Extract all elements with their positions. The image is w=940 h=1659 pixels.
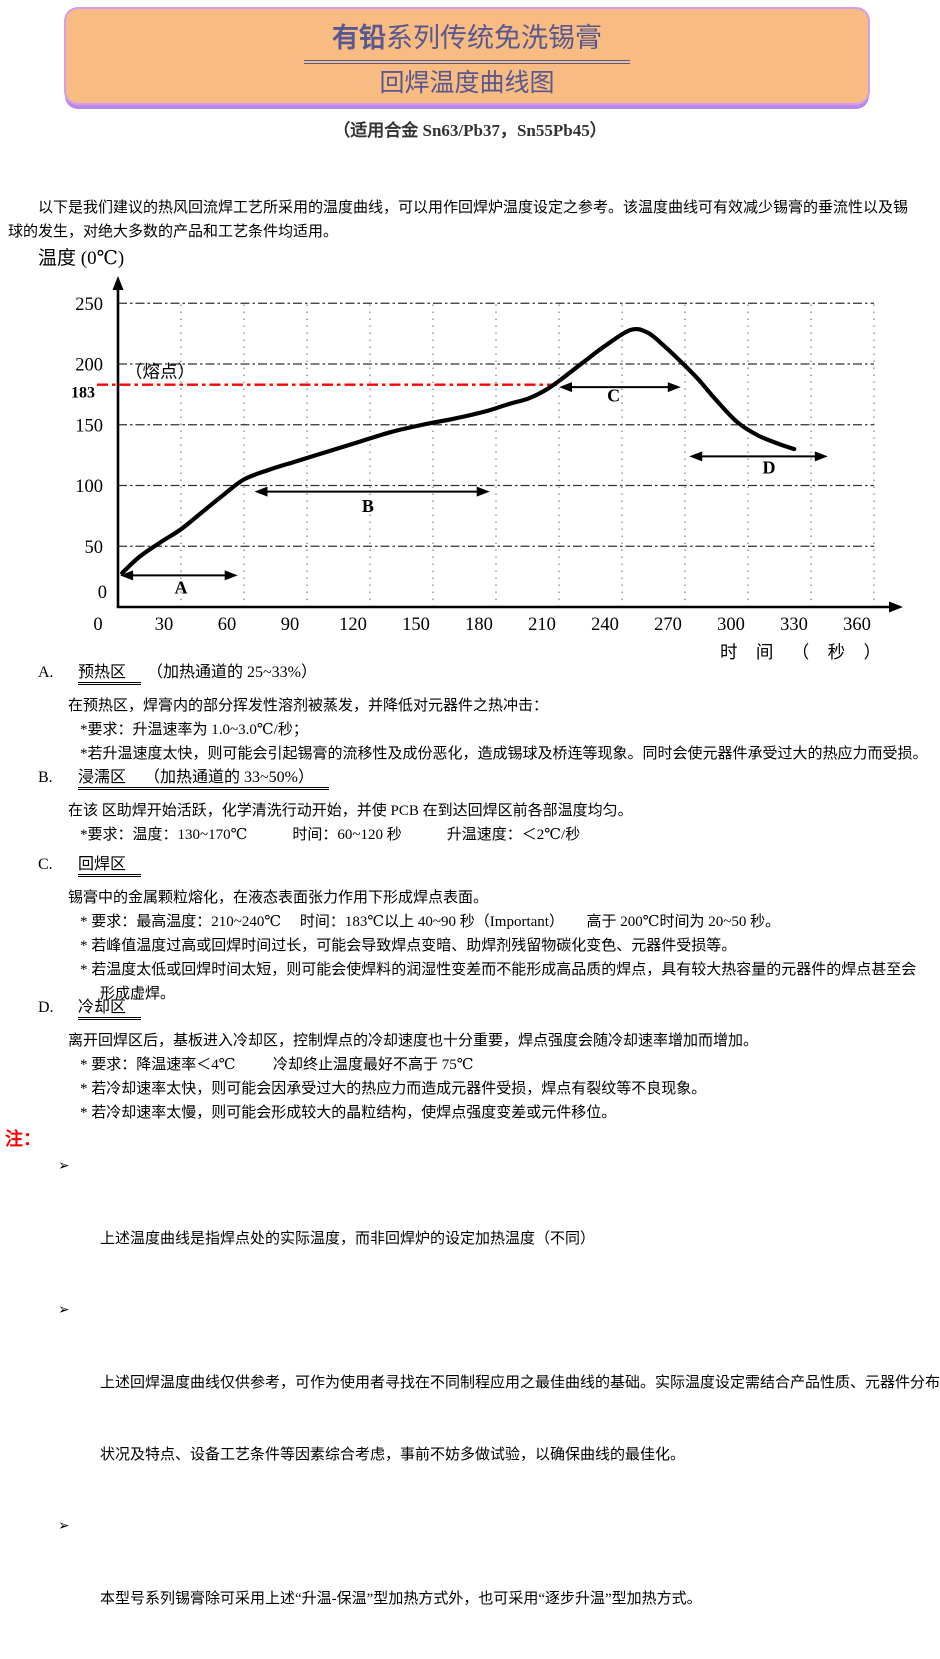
zone-arrowhead-icon xyxy=(254,486,268,497)
page-title-bold-part: 有铅 xyxy=(332,23,386,53)
header-banner: 有铅系列传统免洗锡膏 回焊温度曲线图 xyxy=(64,7,870,105)
zone-arrowhead-icon xyxy=(476,486,490,497)
melting-point-annotation: （熔点） xyxy=(125,362,195,382)
section-text-line: * 若冷却速率太快，则可能会因承受过大的热应力而造成元器件受损，焊点有裂纹等不良… xyxy=(80,1081,707,1097)
x-tick-label: 30 xyxy=(155,615,174,635)
note-text-line: 上述回焊温度曲线仅供参考，可作为使用者寻找在不同制程应用之最佳曲线的基础。实际温… xyxy=(100,1375,940,1391)
zone-arrowhead-icon xyxy=(559,382,572,393)
x-axis-arrow-icon xyxy=(889,601,903,613)
zone-name: 冷却区 xyxy=(78,999,142,1020)
section-text-line: * 若冷却速率太慢，则可能会形成较大的晶粒结构，使焊点强度变差或元件移位。 xyxy=(80,1105,617,1121)
page-title-line2: 回焊温度曲线图 xyxy=(379,70,555,97)
notes-block: 注： ➢ 上述温度曲线是指焊点处的实际温度，而非回焊炉的设定加热温度（不同） ➢… xyxy=(0,1127,940,1659)
x-tick-label: 60 xyxy=(218,615,237,635)
y-axis-title: 温度 (0℃) xyxy=(38,248,125,269)
y-tick-label: 100 xyxy=(75,477,103,497)
page-title-rest: 系列传统免洗锡膏 xyxy=(386,23,602,53)
section-letter: D. xyxy=(38,999,54,1016)
note-text-line: 状况及特点、设备工艺条件等因素综合考虑，事前不妨多做试验，以确保曲线的最佳化。 xyxy=(100,1447,686,1463)
x-axis-title: 时 间 （ 秒 ） xyxy=(720,642,888,662)
page-title-underline: 有铅系列传统免洗锡膏 xyxy=(304,17,630,64)
zone-name-text: 浸濡区 xyxy=(78,769,127,786)
section-text-line: *若升温速度太快，则可能会引起锡膏的流移性及成份恶化，造成锡球及桥连等现象。同时… xyxy=(80,746,928,762)
zone-name: 回焊区 xyxy=(78,856,142,877)
section-letter: A. xyxy=(38,664,54,681)
section-text-line: 离开回焊区后，基板进入冷却区，控制焊点的冷却速度也十分重要，焊点强度会随冷却速率… xyxy=(68,1033,759,1049)
x-tick-label: 270 xyxy=(654,615,682,635)
zone-label: B xyxy=(362,496,374,516)
x-tick-label: 0 xyxy=(93,615,102,635)
zone-name: 预热区 xyxy=(78,664,142,685)
y-tick-label: 200 xyxy=(75,356,103,376)
section-text-line: 在该 区助焊开始活跃，化学清洗行动开始，并使 PCB 在到达回焊区前各部温度均匀… xyxy=(68,803,633,819)
zone-label: D xyxy=(763,457,776,477)
x-tick-label: 150 xyxy=(402,615,430,635)
zone-descriptions: A. 预热区 （加热通道的 25~33%） 在预热区，焊膏内的部分挥发性溶剂被蒸发，… xyxy=(0,661,940,1659)
x-tick-label: 330 xyxy=(780,615,808,635)
y-tick-label: 150 xyxy=(75,416,103,436)
section-preheat: A. 预热区 （加热通道的 25~33%） 在预热区，焊膏内的部分挥发性溶剂被蒸发，… xyxy=(0,661,940,766)
intro-line: 以下是我们建议的热风回流焊工艺所采用的温度曲线，可以用作回焊炉温度设定之参考。该… xyxy=(38,200,909,216)
note-item: ➢ 本型号系列锡膏除可采用上述“升温-保温”型加热方式外，也可采用“逐步升温”型… xyxy=(0,1515,940,1659)
y-tick-label: 0 xyxy=(98,583,107,603)
section-text-line: 在预热区，焊膏内的部分挥发性溶剂被蒸发，并降低对元器件之热冲击： xyxy=(68,698,549,714)
section-text-line: * 若峰值温度过高或回焊时间过长，可能会导致焊点变暗、助焊剂残留物碳化变色、元器… xyxy=(80,938,737,954)
y-tick-label: 50 xyxy=(85,538,104,558)
section-heading: D. 冷却区 xyxy=(38,996,940,1020)
section-text-line: *要求：温度：130~170℃ 时间：60~120 秒 升温速度：＜2℃/秒 xyxy=(80,827,581,843)
x-tick-label: 120 xyxy=(339,615,367,635)
zone-label: C xyxy=(607,386,620,406)
zone-arrowhead-icon xyxy=(667,382,681,393)
melting-point-value: 183 xyxy=(71,385,95,402)
section-text-line: *要求：升温速率为 1.0~3.0℃/秒； xyxy=(80,722,308,738)
zone-label: A xyxy=(175,578,188,598)
zone-name: 浸濡区 （加热通道的 33~50%） xyxy=(78,769,330,790)
zone-suffix: （加热通道的 25~33%） xyxy=(147,664,318,681)
reflow-temperature-chart: 183 （熔点） A B C D 0 50 100 150 200 250 0 30 60 90 120 150 1… xyxy=(71,276,903,662)
page-title-line1: 有铅系列传统免洗锡膏 xyxy=(66,17,868,64)
bullet-arrow-icon: ➢ xyxy=(58,1159,70,1174)
section-soak: B. 浸濡区 （加热通道的 33~50%） 在该 区助焊开始活跃，化学清洗行动开始，… xyxy=(0,766,940,847)
bullet-arrow-icon: ➢ xyxy=(58,1303,70,1318)
x-tick-label: 90 xyxy=(281,615,300,635)
x-tick-label: 240 xyxy=(591,615,619,635)
x-tick-label: 180 xyxy=(465,615,493,635)
zone-arrowhead-icon xyxy=(224,570,238,581)
note-item: ➢ 上述回焊温度曲线仅供参考，可作为使用者寻找在不同制程应用之最佳曲线的基础。实… xyxy=(0,1299,940,1515)
intro-paragraph: 以下是我们建议的热风回流焊工艺所采用的温度曲线，可以用作回焊炉温度设定之参考。该… xyxy=(8,196,934,244)
notes-label: 注： xyxy=(5,1129,41,1149)
section-letter: C. xyxy=(38,856,53,873)
zone-suffix: （加热通道的 33~50%） xyxy=(144,769,315,786)
note-item: ➢ 上述温度曲线是指焊点处的实际温度，而非回焊炉的设定加热温度（不同） xyxy=(0,1155,940,1299)
x-tick-label: 210 xyxy=(528,615,556,635)
section-letter: B. xyxy=(38,769,53,786)
temperature-curve xyxy=(120,326,797,576)
zone-arrowhead-icon xyxy=(689,451,703,462)
bullet-arrow-icon: ➢ xyxy=(58,1519,70,1534)
section-heading: B. 浸濡区 （加热通道的 33~50%） xyxy=(38,766,940,790)
x-tick-label: 300 xyxy=(717,615,745,635)
alloy-subtitle: （适用合金 Sn63/Pb37，Sn55Pb45） xyxy=(333,121,607,140)
zone-arrowhead-icon xyxy=(120,570,134,581)
section-text-line: * 若温度太低或回焊时间太短，则可能会使焊料的润湿性变差而不能形成高品质的焊点，… xyxy=(80,962,917,978)
page-root: { "header": { "title_bold": "有铅", "title… xyxy=(5,7,940,1607)
intro-line: 球的发生，对绝大多数的产品和工艺条件均适用。 xyxy=(8,224,339,240)
section-text-line: 形成虚焊。 xyxy=(100,986,176,1002)
zone-arrowhead-icon xyxy=(814,451,828,462)
note-text-line: 上述温度曲线是指焊点处的实际温度，而非回焊炉的设定加热温度（不同） xyxy=(100,1231,596,1247)
y-axis-arrow-icon xyxy=(112,276,124,290)
section-text-line: * 要求：最高温度：210~240℃ 时间：183℃以上 40~90 秒（Imp… xyxy=(80,914,781,930)
y-tick-label: 250 xyxy=(75,295,103,315)
section-heading: C. 回焊区 xyxy=(38,853,940,877)
section-text-line: * 要求：降温速率＜4℃ 冷却终止温度最好不高于 75℃ xyxy=(80,1057,474,1073)
section-text-line: 锡膏中的金属颗粒熔化，在液态表面张力作用下形成焊点表面。 xyxy=(68,890,489,906)
section-reflow: C. 回焊区 锡膏中的金属颗粒熔化，在液态表面张力作用下形成焊点表面。 * 要求：… xyxy=(0,853,940,1006)
x-tick-label: 360 xyxy=(843,615,871,635)
section-cooling: D. 冷却区 离开回焊区后，基板进入冷却区，控制焊点的冷却速度也十分重要，焊点强度… xyxy=(0,996,940,1125)
note-text-line: 本型号系列锡膏除可采用上述“升温-保温”型加热方式外，也可采用“逐步升温”型加热… xyxy=(100,1591,702,1607)
section-heading: A. 预热区 （加热通道的 25~33%） xyxy=(38,661,940,685)
